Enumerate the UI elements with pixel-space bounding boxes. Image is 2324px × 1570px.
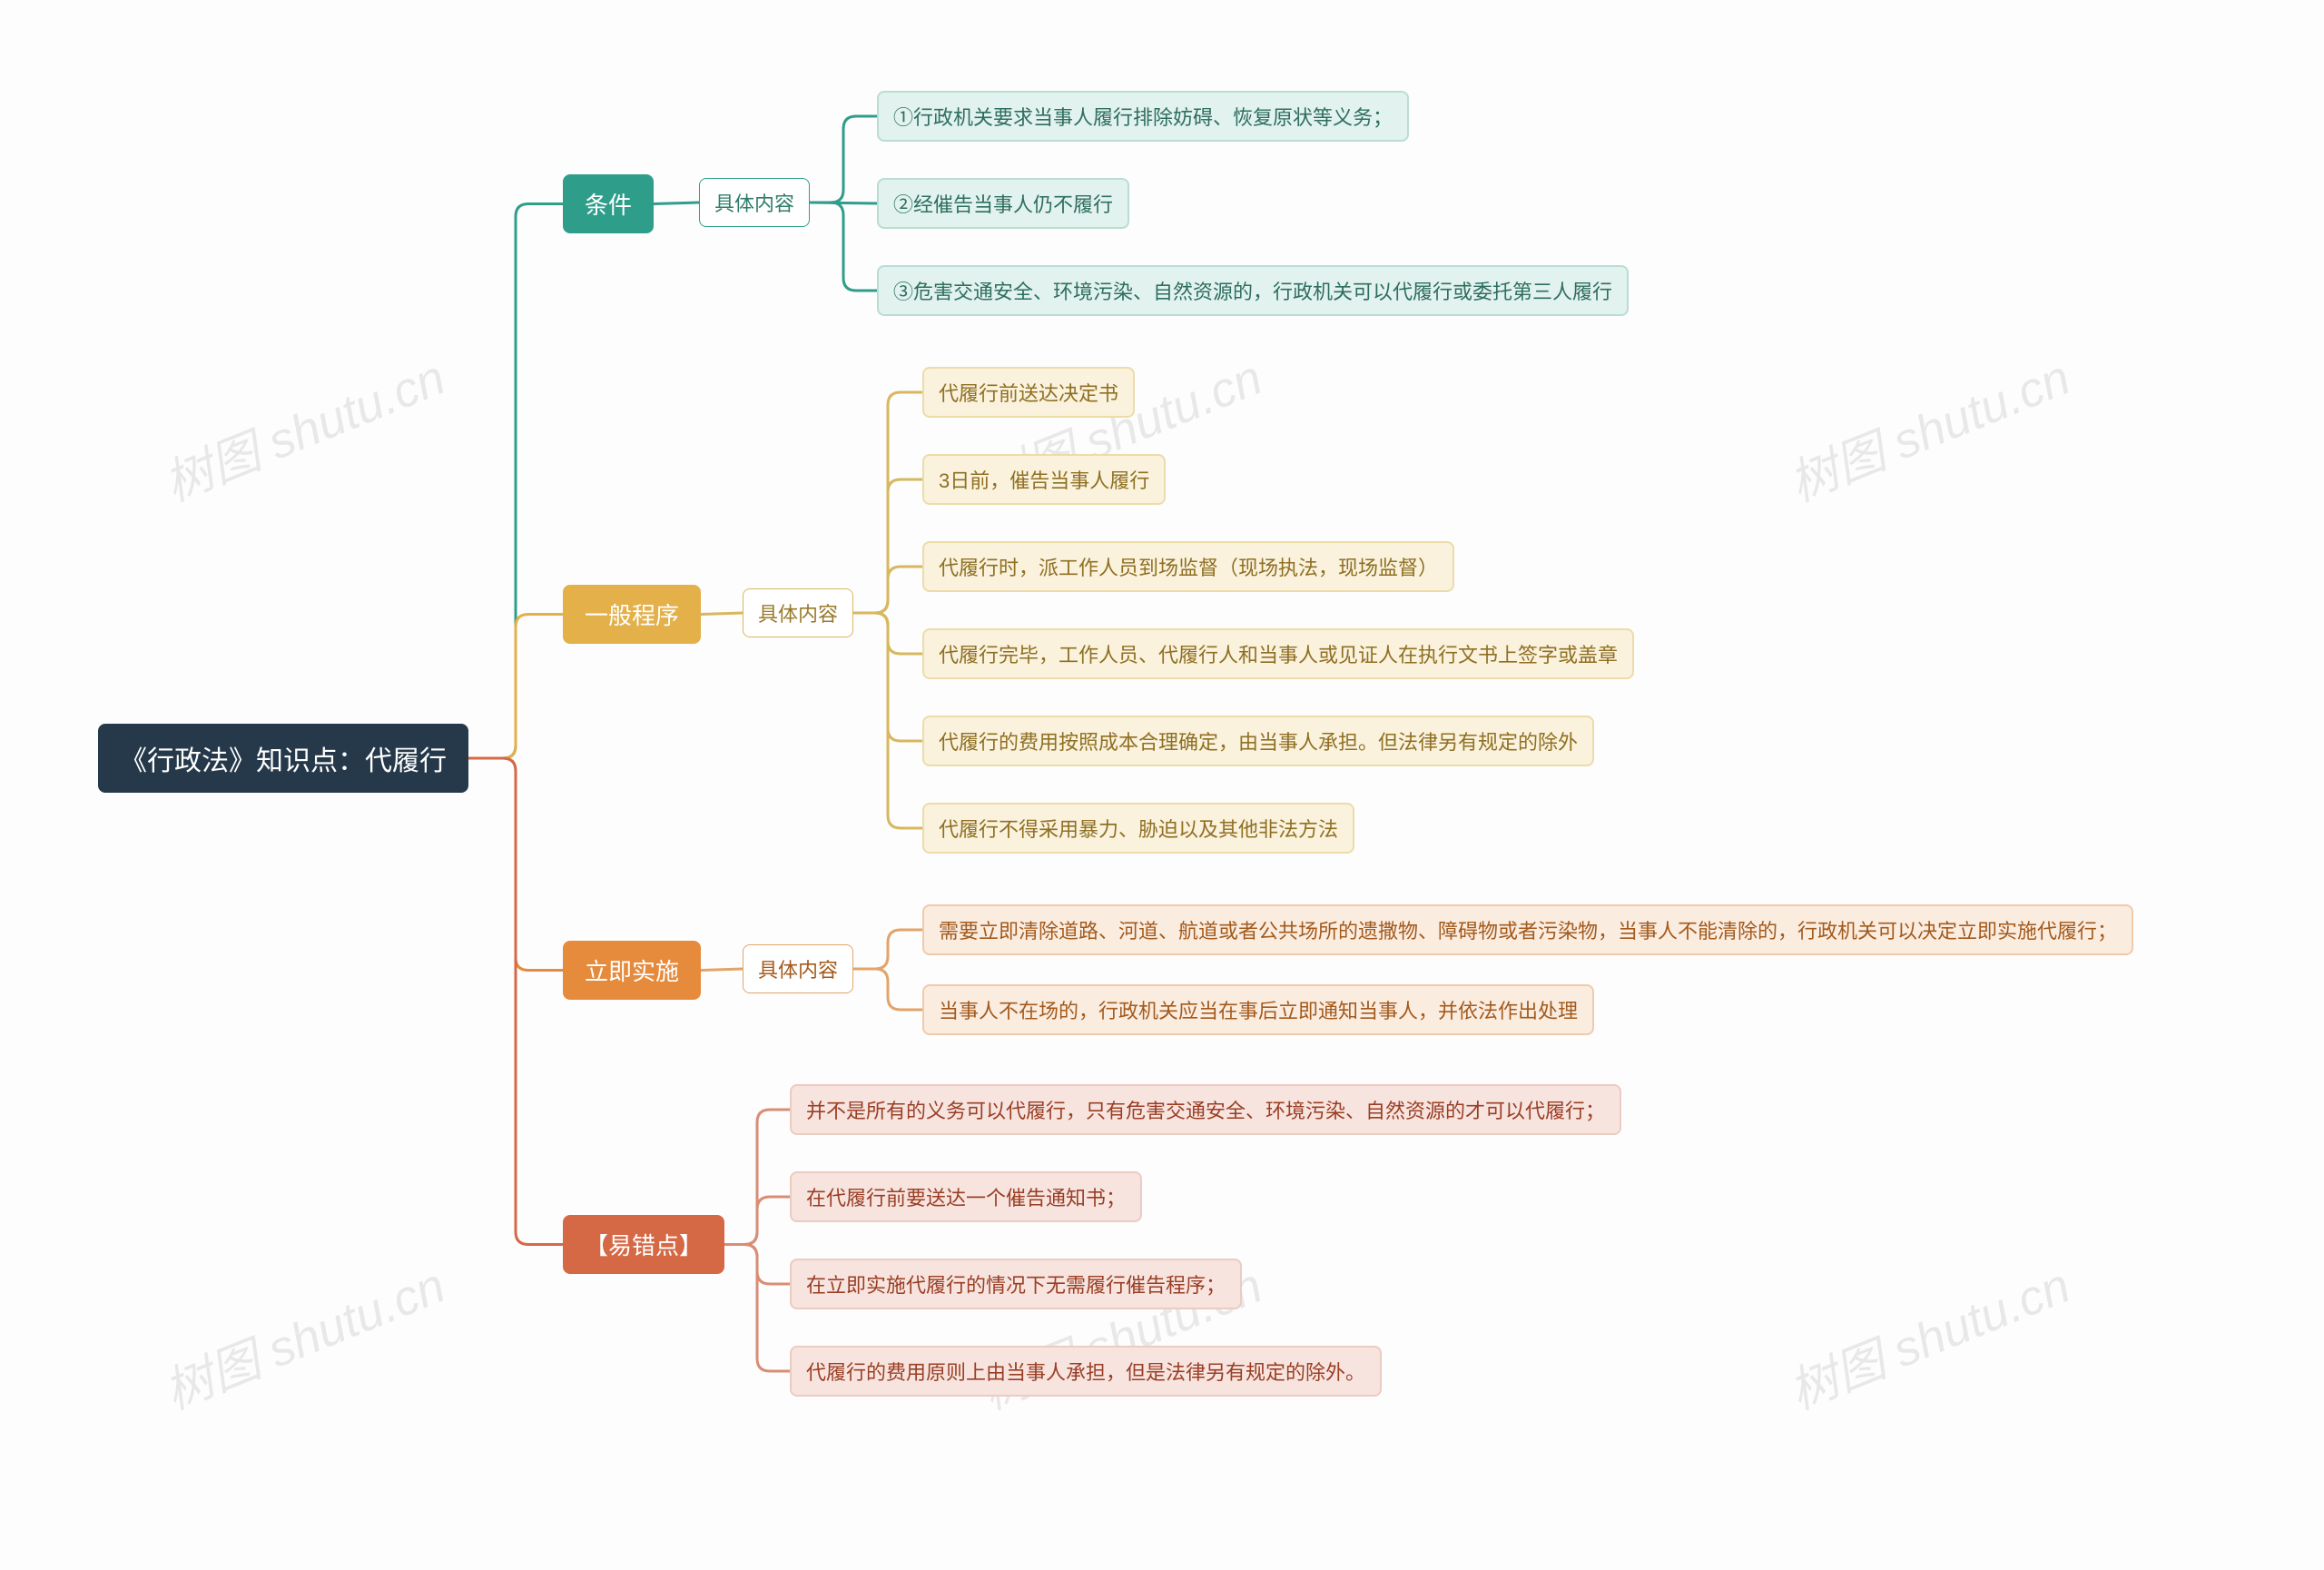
edge [853, 567, 922, 613]
edge [853, 613, 922, 828]
edge [724, 1110, 790, 1245]
node-label: 3日前，催告当事人履行 [939, 465, 1149, 494]
node-label: 当事人不在场的，行政机关应当在事后立即通知当事人，并依法作出处理 [939, 995, 1578, 1024]
watermark: 树图 shutu.cn [1777, 338, 2079, 516]
edge [468, 204, 563, 759]
node-b4_l3: 在立即实施代履行的情况下无需履行催告程序； [790, 1259, 1242, 1309]
edge [701, 613, 743, 615]
edge [853, 613, 922, 741]
node-label: 代履行完毕，工作人员、代履行人和当事人或见证人在执行文书上签字或盖章 [939, 639, 1618, 668]
node-label: 立即实施 [585, 953, 679, 987]
node-b1_l3: ③危害交通安全、环境污染、自然资源的，行政机关可以代履行或委托第三人履行 [877, 265, 1629, 316]
node-b3_l2: 当事人不在场的，行政机关应当在事后立即通知当事人，并依法作出处理 [922, 984, 1594, 1035]
node-b4_l2: 在代履行前要送达一个催告通知书； [790, 1171, 1142, 1222]
edge [724, 1245, 790, 1285]
edge [853, 479, 922, 613]
node-label: 具体内容 [758, 954, 838, 983]
node-b2_l5: 代履行的费用按照成本合理确定，由当事人承担。但法律另有规定的除外 [922, 716, 1594, 766]
edge [810, 202, 877, 291]
edge [468, 758, 563, 971]
node-b2_sub: 具体内容 [743, 588, 853, 637]
node-label: 代履行前送达决定书 [939, 378, 1118, 407]
edge [468, 615, 563, 759]
node-b2_l2: 3日前，催告当事人履行 [922, 454, 1166, 505]
node-label: ①行政机关要求当事人履行排除妨碍、恢复原状等义务； [893, 102, 1393, 131]
node-label: 【易错点】 [585, 1228, 703, 1261]
watermark: 树图 shutu.cn [152, 338, 454, 516]
edge [701, 969, 743, 971]
node-b1_l2: ②经催告当事人仍不履行 [877, 178, 1129, 229]
node-b1_l1: ①行政机关要求当事人履行排除妨碍、恢复原状等义务； [877, 91, 1409, 142]
node-b2_l3: 代履行时，派工作人员到场监督（现场执法，现场监督） [922, 541, 1454, 592]
node-label: 需要立即清除道路、河道、航道或者公共场所的遗撒物、障碍物或者污染物，当事人不能清… [939, 915, 2117, 944]
node-b3_sub: 具体内容 [743, 944, 853, 993]
node-label: 具体内容 [758, 598, 838, 627]
edge [724, 1245, 790, 1372]
edge [654, 202, 699, 204]
watermark: 树图 shutu.cn [1777, 1246, 2079, 1424]
edge [468, 758, 563, 1245]
node-b2_l4: 代履行完毕，工作人员、代履行人和当事人或见证人在执行文书上签字或盖章 [922, 628, 1634, 679]
edge [724, 1197, 790, 1245]
node-root: 《行政法》知识点：代履行 [98, 724, 468, 793]
node-b2: 一般程序 [563, 585, 701, 644]
watermark: 树图 shutu.cn [152, 1246, 454, 1424]
node-label: ②经催告当事人仍不履行 [893, 189, 1113, 218]
node-b4: 【易错点】 [563, 1215, 724, 1274]
edge [853, 392, 922, 613]
node-label: 一般程序 [585, 597, 679, 631]
node-label: 代履行的费用按照成本合理确定，由当事人承担。但法律另有规定的除外 [939, 726, 1578, 755]
node-label: 并不是所有的义务可以代履行，只有危害交通安全、环境污染、自然资源的才可以代履行； [806, 1095, 1605, 1124]
edge [810, 116, 877, 202]
node-label: 条件 [585, 187, 632, 221]
node-label: 在立即实施代履行的情况下无需履行催告程序； [806, 1269, 1226, 1298]
edge [810, 202, 877, 203]
node-b1_sub: 具体内容 [699, 178, 810, 227]
node-label: 《行政法》知识点：代履行 [120, 738, 447, 778]
edge [853, 930, 922, 969]
node-label: 具体内容 [714, 188, 794, 217]
node-b2_l1: 代履行前送达决定书 [922, 367, 1135, 418]
node-label: 代履行时，派工作人员到场监督（现场执法，现场监督） [939, 552, 1438, 581]
node-b3: 立即实施 [563, 941, 701, 1000]
node-b1: 条件 [563, 174, 654, 233]
mindmap-canvas: 树图 shutu.cn 树图 shutu.cn 树图 shutu.cn 树图 shut… [0, 0, 2324, 1570]
node-b2_l6: 代履行不得采用暴力、胁迫以及其他非法方法 [922, 803, 1354, 854]
node-b3_l1: 需要立即清除道路、河道、航道或者公共场所的遗撒物、障碍物或者污染物，当事人不能清… [922, 904, 2133, 955]
node-label: 代履行不得采用暴力、胁迫以及其他非法方法 [939, 814, 1338, 843]
node-b4_l4: 代履行的费用原则上由当事人承担，但是法律另有规定的除外。 [790, 1346, 1382, 1397]
edge [853, 613, 922, 654]
node-b4_l1: 并不是所有的义务可以代履行，只有危害交通安全、环境污染、自然资源的才可以代履行； [790, 1084, 1621, 1135]
node-label: 在代履行前要送达一个催告通知书； [806, 1182, 1126, 1211]
node-label: ③危害交通安全、环境污染、自然资源的，行政机关可以代履行或委托第三人履行 [893, 276, 1612, 305]
node-label: 代履行的费用原则上由当事人承担，但是法律另有规定的除外。 [806, 1357, 1365, 1386]
edge [853, 969, 922, 1010]
